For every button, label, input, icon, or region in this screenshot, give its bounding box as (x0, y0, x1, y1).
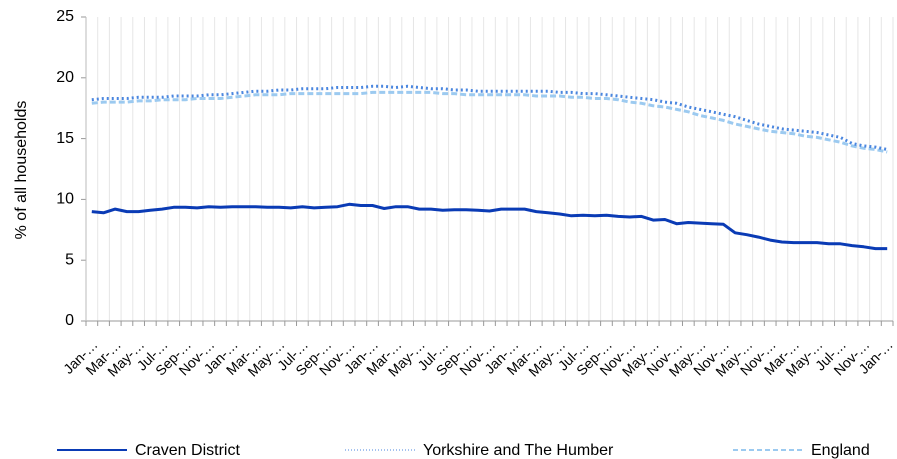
y-tick-label: 0 (65, 312, 74, 329)
y-tick-label: 10 (56, 191, 74, 208)
series-line (91, 202, 888, 251)
y-axis-label: % of all households (13, 101, 30, 240)
y-tick-label: 15 (56, 130, 74, 147)
legend-label: Craven District (135, 442, 240, 459)
y-tick-label: 5 (65, 251, 74, 268)
legend-label: Yorkshire and The Humber (423, 442, 614, 459)
legend-label: England (811, 442, 870, 459)
y-tick-label: 20 (56, 69, 74, 86)
series-line (91, 90, 888, 154)
y-tick-label: 25 (56, 8, 74, 25)
